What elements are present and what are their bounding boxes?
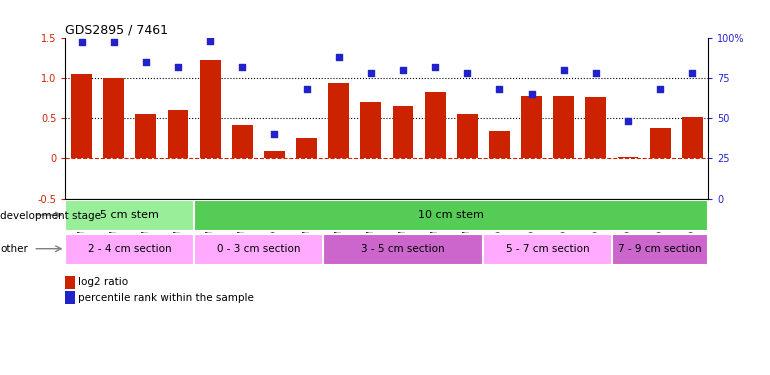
Bar: [360, 102, 381, 158]
Text: 5 cm stem: 5 cm stem: [100, 210, 159, 220]
Point: [494, 86, 506, 92]
Text: 2 - 4 cm section: 2 - 4 cm section: [88, 244, 172, 254]
Bar: [103, 78, 124, 158]
Point: [557, 67, 570, 73]
Bar: [612, 234, 708, 265]
Bar: [168, 110, 189, 158]
Point: [622, 118, 634, 124]
Point: [686, 70, 698, 76]
Point: [590, 70, 602, 76]
Bar: [194, 234, 323, 265]
Bar: [521, 96, 542, 158]
Point: [333, 54, 345, 60]
Bar: [682, 117, 703, 158]
Bar: [650, 128, 671, 158]
Bar: [71, 74, 92, 158]
Bar: [264, 151, 285, 158]
Text: 5 - 7 cm section: 5 - 7 cm section: [506, 244, 590, 254]
Text: 7 - 9 cm section: 7 - 9 cm section: [618, 244, 702, 254]
Point: [204, 38, 216, 44]
Point: [429, 63, 441, 69]
Point: [397, 67, 409, 73]
Point: [365, 70, 377, 76]
Point: [172, 63, 184, 69]
Point: [108, 39, 120, 45]
Bar: [194, 200, 708, 231]
Point: [236, 63, 249, 69]
Text: log2 ratio: log2 ratio: [78, 278, 128, 287]
Bar: [65, 234, 194, 265]
Point: [654, 86, 666, 92]
Bar: [232, 124, 253, 158]
Text: percentile rank within the sample: percentile rank within the sample: [78, 293, 253, 303]
Bar: [136, 114, 156, 158]
Bar: [554, 96, 574, 158]
Bar: [328, 84, 349, 158]
Text: 0 - 3 cm section: 0 - 3 cm section: [216, 244, 300, 254]
Text: GDS2895 / 7461: GDS2895 / 7461: [65, 23, 169, 36]
Bar: [457, 114, 477, 158]
Bar: [65, 200, 194, 231]
Point: [75, 39, 88, 45]
Point: [525, 91, 537, 97]
Text: 3 - 5 cm section: 3 - 5 cm section: [361, 244, 445, 254]
Point: [300, 86, 313, 92]
Text: 10 cm stem: 10 cm stem: [418, 210, 484, 220]
Bar: [618, 157, 638, 158]
Bar: [425, 92, 446, 158]
Bar: [585, 97, 606, 158]
Bar: [393, 106, 413, 158]
Point: [461, 70, 474, 76]
Bar: [484, 234, 612, 265]
Point: [139, 59, 152, 65]
Bar: [489, 131, 510, 158]
Text: development stage: development stage: [0, 211, 101, 220]
Point: [268, 131, 280, 137]
Text: other: other: [0, 244, 28, 254]
Bar: [199, 60, 220, 158]
Bar: [323, 234, 484, 265]
Bar: [296, 138, 317, 158]
